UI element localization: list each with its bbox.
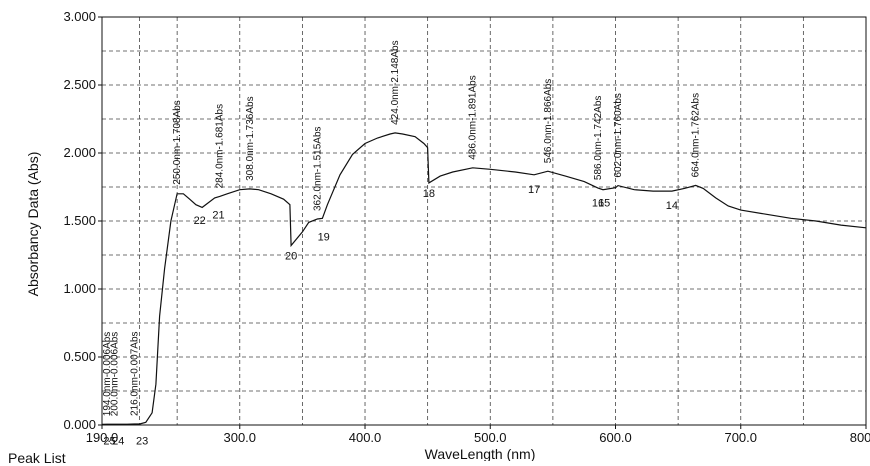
peak-label: 308.0nm-1.736Abs [245, 96, 256, 181]
grid-lines [102, 17, 866, 425]
peak-label: 586.0nm-1.742Abs [593, 96, 604, 181]
x-axis-title: WaveLength (nm) [425, 446, 536, 461]
absorbance-curve [101, 132, 867, 425]
peak-label: 602.0nm-1.760Abs [613, 93, 624, 178]
x-tick-label: 600.0 [599, 430, 632, 445]
x-tick-label: 400.0 [349, 430, 382, 445]
valley-number: 18 [423, 188, 435, 200]
valley-number: 16 [592, 197, 604, 209]
peak-label: 284.0nm-1.681Abs [215, 104, 226, 189]
peak-label: 200.0nm-0.006Abs [110, 332, 121, 417]
valley-number: 22 [194, 215, 206, 227]
valley-number: 23 [136, 435, 148, 447]
valley-number: 15 [598, 197, 610, 209]
peak-label: 194.0nm-0.006Abs [102, 332, 113, 417]
x-tick-label: 700.0 [724, 430, 757, 445]
peak-label: 664.0nm-1.762Abs [691, 93, 702, 178]
valley-number: 17 [528, 184, 540, 196]
x-tick-label: 300.0 [223, 430, 256, 445]
axis-ticks: 0.000 0.500 1.000 1.500 2.000 2.500 3.000 190.0… [63, 9, 870, 445]
y-tick-label: 0.000 [63, 417, 96, 432]
valley-number: 19 [318, 231, 330, 243]
valley-number: 25 [103, 435, 115, 447]
peak-label: 546.0nm-1.866Abs [543, 79, 554, 164]
y-tick-label: 1.000 [63, 281, 96, 296]
peak-label: 486.0nm-1.891Abs [468, 75, 479, 160]
y-tick-label: 2.000 [63, 145, 96, 160]
y-tick-label: 1.500 [63, 213, 96, 228]
x-tick-label: 500.0 [474, 430, 507, 445]
valley-number: 24 [112, 435, 124, 447]
peak-label: 362.0nm-1.515Abs [312, 126, 323, 211]
valley-number: 14 [666, 200, 678, 212]
y-tick-label: 0.500 [63, 349, 96, 364]
y-tick-label: 3.000 [63, 9, 96, 24]
valley-number: 20 [285, 251, 297, 263]
x-tick-label: 190.0 [86, 430, 119, 445]
peak-label: 424.0nm-2.148Abs [390, 40, 401, 125]
y-tick-label: 2.500 [63, 77, 96, 92]
peak-label: 216.0nm-0.007Abs [130, 331, 141, 416]
valley-number: 21 [212, 210, 224, 222]
y-axis-title: Absorbancy Data (Abs) [25, 152, 41, 297]
x-tick-label: 800.0 [850, 430, 870, 445]
peak-list-caption: Peak List [8, 450, 66, 466]
peak-label: 250.0nm-1.708Abs [172, 100, 183, 185]
